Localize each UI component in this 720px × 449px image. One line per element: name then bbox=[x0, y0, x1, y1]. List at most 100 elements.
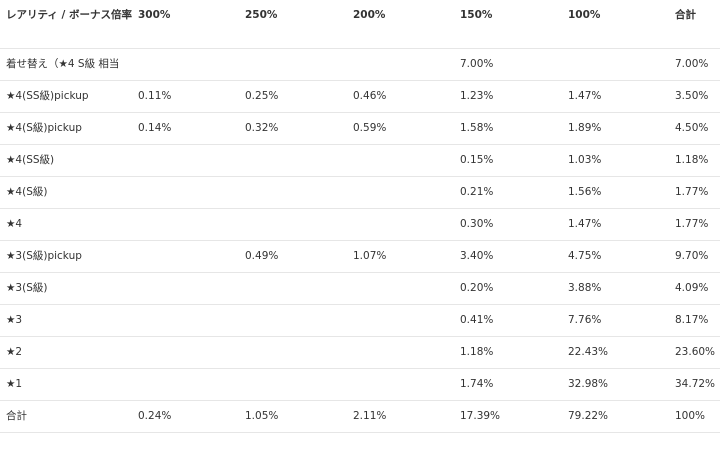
rate-200-cell: 0.46% bbox=[347, 80, 454, 113]
rate-200-cell: 2.11% bbox=[347, 400, 454, 433]
rate-200-cell bbox=[347, 336, 454, 369]
rate-250-cell: 0.32% bbox=[239, 112, 347, 145]
rate-250-cell bbox=[239, 48, 347, 81]
rate-200-cell bbox=[347, 176, 454, 209]
table-row-total: 合計 0.24% 1.05% 2.11% 17.39% 79.22% 100% bbox=[0, 400, 720, 433]
rate-250-cell bbox=[239, 272, 347, 305]
rate-300-cell bbox=[132, 272, 239, 305]
rate-250-cell bbox=[239, 144, 347, 177]
total-cell: 4.50% bbox=[669, 112, 720, 145]
rate-100-cell: 32.98% bbox=[562, 368, 669, 401]
rate-250-cell bbox=[239, 304, 347, 337]
rate-250-cell: 0.25% bbox=[239, 80, 347, 113]
rate-100-cell bbox=[562, 48, 669, 81]
total-cell: 4.09% bbox=[669, 272, 720, 305]
rarity-cell: ★4 bbox=[0, 208, 132, 241]
table-row: ★4(S級) 0.21% 1.56% 1.77% bbox=[0, 176, 720, 209]
rate-250-cell bbox=[239, 208, 347, 241]
rarity-cell: ★2 bbox=[0, 336, 132, 369]
header-200: 200% bbox=[347, 0, 454, 49]
rarity-cell: ★3(S級) bbox=[0, 272, 132, 305]
rate-100-cell: 1.56% bbox=[562, 176, 669, 209]
rate-150-cell: 0.30% bbox=[454, 208, 562, 241]
rate-300-cell: 0.24% bbox=[132, 400, 239, 433]
table-row: ★3 0.41% 7.76% 8.17% bbox=[0, 304, 720, 337]
rate-300-cell bbox=[132, 336, 239, 369]
table-row: ★1 1.74% 32.98% 34.72% bbox=[0, 368, 720, 401]
rate-150-cell: 1.58% bbox=[454, 112, 562, 145]
rate-200-cell bbox=[347, 272, 454, 305]
rarity-cell: ★4(SS級)pickup bbox=[0, 80, 132, 113]
rate-150-cell: 0.20% bbox=[454, 272, 562, 305]
rarity-cell: ★4(S級) bbox=[0, 176, 132, 209]
table-row: ★4(S級)pickup 0.14% 0.32% 0.59% 1.58% 1.8… bbox=[0, 112, 720, 145]
header-rarity-bonus: レアリティ / ボーナス倍率 bbox=[0, 0, 132, 49]
rate-200-cell bbox=[347, 368, 454, 401]
total-cell: 9.70% bbox=[669, 240, 720, 273]
rate-100-cell: 1.03% bbox=[562, 144, 669, 177]
rate-100-cell: 1.47% bbox=[562, 208, 669, 241]
rate-150-cell: 0.21% bbox=[454, 176, 562, 209]
rate-100-cell: 7.76% bbox=[562, 304, 669, 337]
rate-200-cell: 0.59% bbox=[347, 112, 454, 145]
table-row: 着せ替え（★4 S級 相当 7.00% 7.00% bbox=[0, 48, 720, 81]
total-cell: 1.77% bbox=[669, 208, 720, 241]
rate-100-cell: 79.22% bbox=[562, 400, 669, 433]
rate-100-cell: 3.88% bbox=[562, 272, 669, 305]
rate-100-cell: 1.47% bbox=[562, 80, 669, 113]
total-cell: 34.72% bbox=[669, 368, 720, 401]
table-row: ★2 1.18% 22.43% 23.60% bbox=[0, 336, 720, 369]
rate-150-cell: 1.18% bbox=[454, 336, 562, 369]
rate-200-cell bbox=[347, 144, 454, 177]
rarity-rate-table: レアリティ / ボーナス倍率 300% 250% 200% 150% 100% … bbox=[0, 0, 720, 433]
total-cell: 8.17% bbox=[669, 304, 720, 337]
rate-250-cell bbox=[239, 176, 347, 209]
rate-300-cell bbox=[132, 304, 239, 337]
header-250: 250% bbox=[239, 0, 347, 49]
rate-200-cell: 1.07% bbox=[347, 240, 454, 273]
rarity-cell: ★3 bbox=[0, 304, 132, 337]
rate-200-cell bbox=[347, 48, 454, 81]
header-row: レアリティ / ボーナス倍率 300% 250% 200% 150% 100% … bbox=[0, 0, 720, 49]
table-row: ★3(S級) 0.20% 3.88% 4.09% bbox=[0, 272, 720, 305]
rate-300-cell bbox=[132, 176, 239, 209]
header-100: 100% bbox=[562, 0, 669, 49]
total-cell: 3.50% bbox=[669, 80, 720, 113]
rate-100-cell: 22.43% bbox=[562, 336, 669, 369]
total-cell: 1.77% bbox=[669, 176, 720, 209]
table-row: ★4(SS級) 0.15% 1.03% 1.18% bbox=[0, 144, 720, 177]
rate-300-cell bbox=[132, 48, 239, 81]
rate-300-cell bbox=[132, 240, 239, 273]
rate-300-cell bbox=[132, 368, 239, 401]
rate-150-cell: 1.23% bbox=[454, 80, 562, 113]
total-cell: 100% bbox=[669, 400, 720, 433]
rate-150-cell: 3.40% bbox=[454, 240, 562, 273]
rarity-cell: ★3(S級)pickup bbox=[0, 240, 132, 273]
rarity-cell: ★4(SS級) bbox=[0, 144, 132, 177]
header-total: 合計 bbox=[669, 0, 720, 49]
rarity-cell: 合計 bbox=[0, 400, 132, 433]
total-cell: 7.00% bbox=[669, 48, 720, 81]
rate-300-cell: 0.14% bbox=[132, 112, 239, 145]
total-cell: 23.60% bbox=[669, 336, 720, 369]
rate-250-cell: 1.05% bbox=[239, 400, 347, 433]
rate-250-cell: 0.49% bbox=[239, 240, 347, 273]
rate-100-cell: 1.89% bbox=[562, 112, 669, 145]
table-body: 着せ替え（★4 S級 相当 7.00% 7.00% ★4(SS級)pickup … bbox=[0, 48, 720, 433]
rate-300-cell bbox=[132, 208, 239, 241]
rate-250-cell bbox=[239, 336, 347, 369]
rate-300-cell bbox=[132, 144, 239, 177]
total-cell: 1.18% bbox=[669, 144, 720, 177]
rate-200-cell bbox=[347, 208, 454, 241]
rarity-cell: 着せ替え（★4 S級 相当 bbox=[0, 48, 132, 81]
table-header: レアリティ / ボーナス倍率 300% 250% 200% 150% 100% … bbox=[0, 0, 720, 49]
rate-200-cell bbox=[347, 304, 454, 337]
rarity-cell: ★1 bbox=[0, 368, 132, 401]
rate-150-cell: 0.15% bbox=[454, 144, 562, 177]
header-150: 150% bbox=[454, 0, 562, 49]
table-row: ★4(SS級)pickup 0.11% 0.25% 0.46% 1.23% 1.… bbox=[0, 80, 720, 113]
rate-150-cell: 7.00% bbox=[454, 48, 562, 81]
table-row: ★3(S級)pickup 0.49% 1.07% 3.40% 4.75% 9.7… bbox=[0, 240, 720, 273]
rate-100-cell: 4.75% bbox=[562, 240, 669, 273]
rarity-cell: ★4(S級)pickup bbox=[0, 112, 132, 145]
